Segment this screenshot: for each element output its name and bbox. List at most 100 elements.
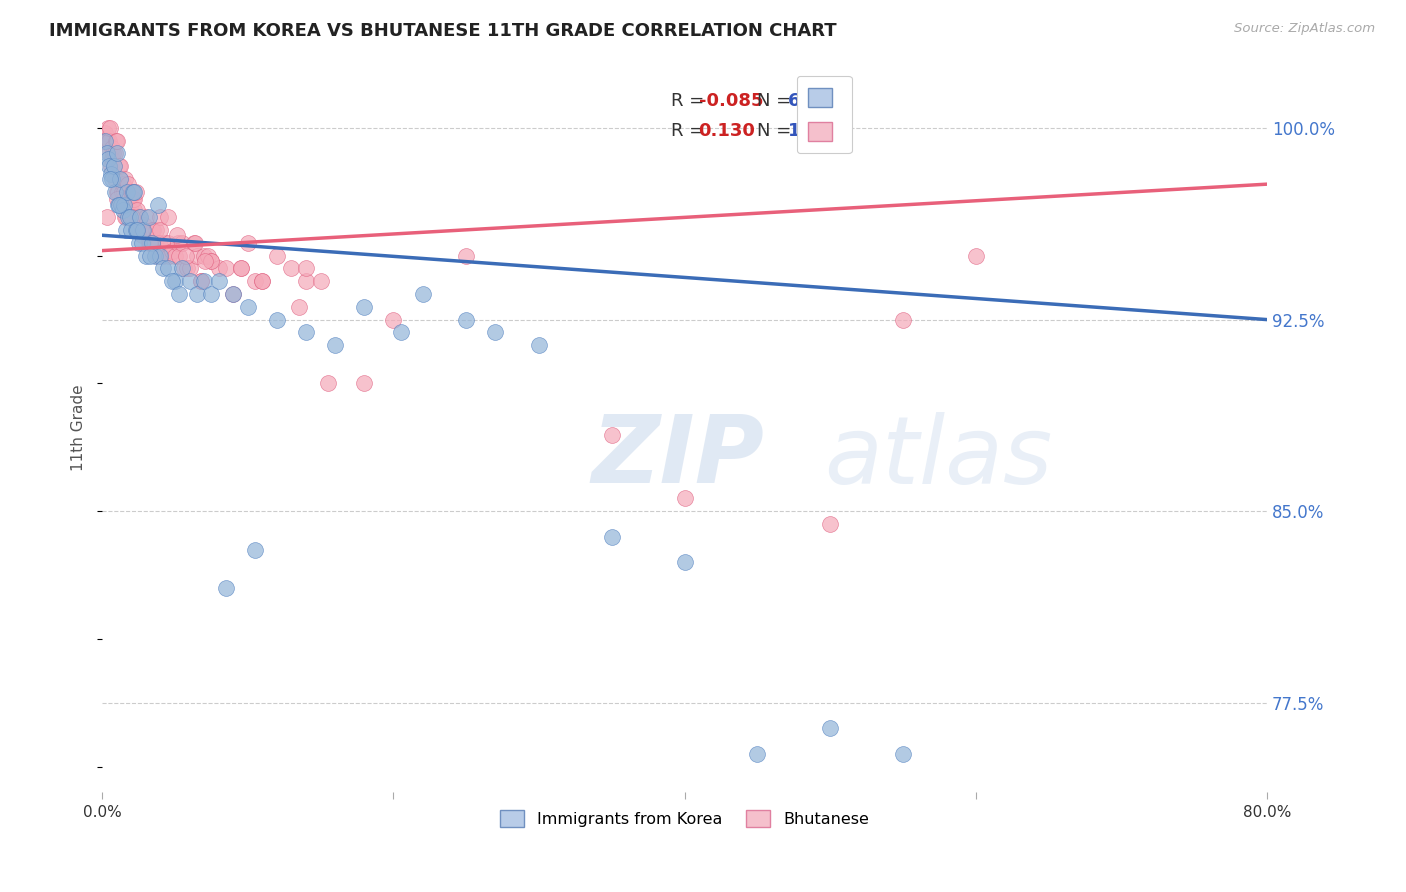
Point xyxy=(121,185,143,199)
Point xyxy=(100,167,122,181)
Point xyxy=(105,146,128,161)
Point xyxy=(200,287,222,301)
Point xyxy=(157,211,180,225)
Point xyxy=(101,152,124,166)
Point xyxy=(108,172,131,186)
Point xyxy=(160,274,183,288)
Point xyxy=(146,197,169,211)
Point xyxy=(98,146,121,161)
Point xyxy=(156,235,179,250)
Point xyxy=(111,177,134,191)
Point xyxy=(190,274,212,288)
Point xyxy=(152,261,174,276)
Text: 65: 65 xyxy=(789,92,813,110)
Point xyxy=(127,223,149,237)
Point xyxy=(132,223,155,237)
Point xyxy=(153,235,176,250)
Point xyxy=(117,211,139,225)
Text: N =: N = xyxy=(756,92,797,110)
Point xyxy=(215,581,238,595)
Point xyxy=(107,185,129,199)
Point xyxy=(143,235,166,250)
Point xyxy=(122,202,145,217)
Point xyxy=(186,249,208,263)
Point xyxy=(208,261,231,276)
Point xyxy=(143,249,166,263)
Point xyxy=(149,211,172,225)
Point xyxy=(141,235,163,250)
Point xyxy=(131,223,153,237)
Point xyxy=(136,228,159,243)
Point xyxy=(124,211,146,225)
Point xyxy=(163,274,186,288)
Text: R =: R = xyxy=(671,122,710,140)
Point xyxy=(117,197,139,211)
Point xyxy=(97,134,120,148)
Point xyxy=(114,172,136,186)
Point xyxy=(125,223,148,237)
Point xyxy=(818,516,841,531)
Point xyxy=(193,274,215,288)
Point xyxy=(323,338,346,352)
Point xyxy=(96,211,118,225)
Point xyxy=(131,228,153,243)
Point xyxy=(107,185,129,199)
Point xyxy=(200,253,222,268)
Point xyxy=(100,159,122,173)
Point xyxy=(94,126,117,140)
Point xyxy=(818,722,841,736)
Point xyxy=(129,211,152,225)
Point xyxy=(150,244,173,258)
Point xyxy=(169,249,191,263)
Point xyxy=(97,152,120,166)
Point xyxy=(107,197,129,211)
Point xyxy=(179,261,201,276)
Text: 80.0%: 80.0% xyxy=(1243,805,1291,820)
Point xyxy=(122,185,145,199)
Point xyxy=(411,287,433,301)
Point xyxy=(115,202,138,217)
Text: Source: ZipAtlas.com: Source: ZipAtlas.com xyxy=(1234,22,1375,36)
Point xyxy=(353,300,375,314)
Point xyxy=(353,376,375,391)
Point xyxy=(163,249,186,263)
Text: ZIP: ZIP xyxy=(592,411,765,503)
Point xyxy=(131,223,153,237)
Point xyxy=(111,202,134,217)
Point xyxy=(138,235,160,250)
Text: 0.0%: 0.0% xyxy=(83,805,121,820)
Point xyxy=(101,172,124,186)
Point xyxy=(673,555,696,569)
Point xyxy=(114,223,136,237)
Point xyxy=(891,312,914,326)
Point xyxy=(120,223,142,237)
Text: atlas: atlas xyxy=(824,412,1053,503)
Point xyxy=(160,244,183,258)
Point xyxy=(146,249,169,263)
Point xyxy=(125,218,148,232)
Point xyxy=(456,249,478,263)
Point xyxy=(229,261,252,276)
Point xyxy=(121,193,143,207)
Text: -0.085: -0.085 xyxy=(699,92,763,110)
Point xyxy=(93,134,115,148)
Point xyxy=(118,193,141,207)
Point xyxy=(141,223,163,237)
Text: R =: R = xyxy=(671,92,710,110)
Point xyxy=(128,211,150,225)
Point xyxy=(96,134,118,148)
Point xyxy=(145,223,167,237)
Point xyxy=(105,134,128,148)
Point xyxy=(236,235,259,250)
Point xyxy=(121,185,143,199)
Point xyxy=(122,193,145,207)
Text: 0.130: 0.130 xyxy=(699,122,755,140)
Point xyxy=(173,261,195,276)
Point xyxy=(129,223,152,237)
Point xyxy=(389,326,412,340)
Y-axis label: 11th Grade: 11th Grade xyxy=(72,384,86,472)
Point xyxy=(484,326,506,340)
Point xyxy=(149,223,172,237)
Point xyxy=(527,338,550,352)
Point xyxy=(266,249,288,263)
